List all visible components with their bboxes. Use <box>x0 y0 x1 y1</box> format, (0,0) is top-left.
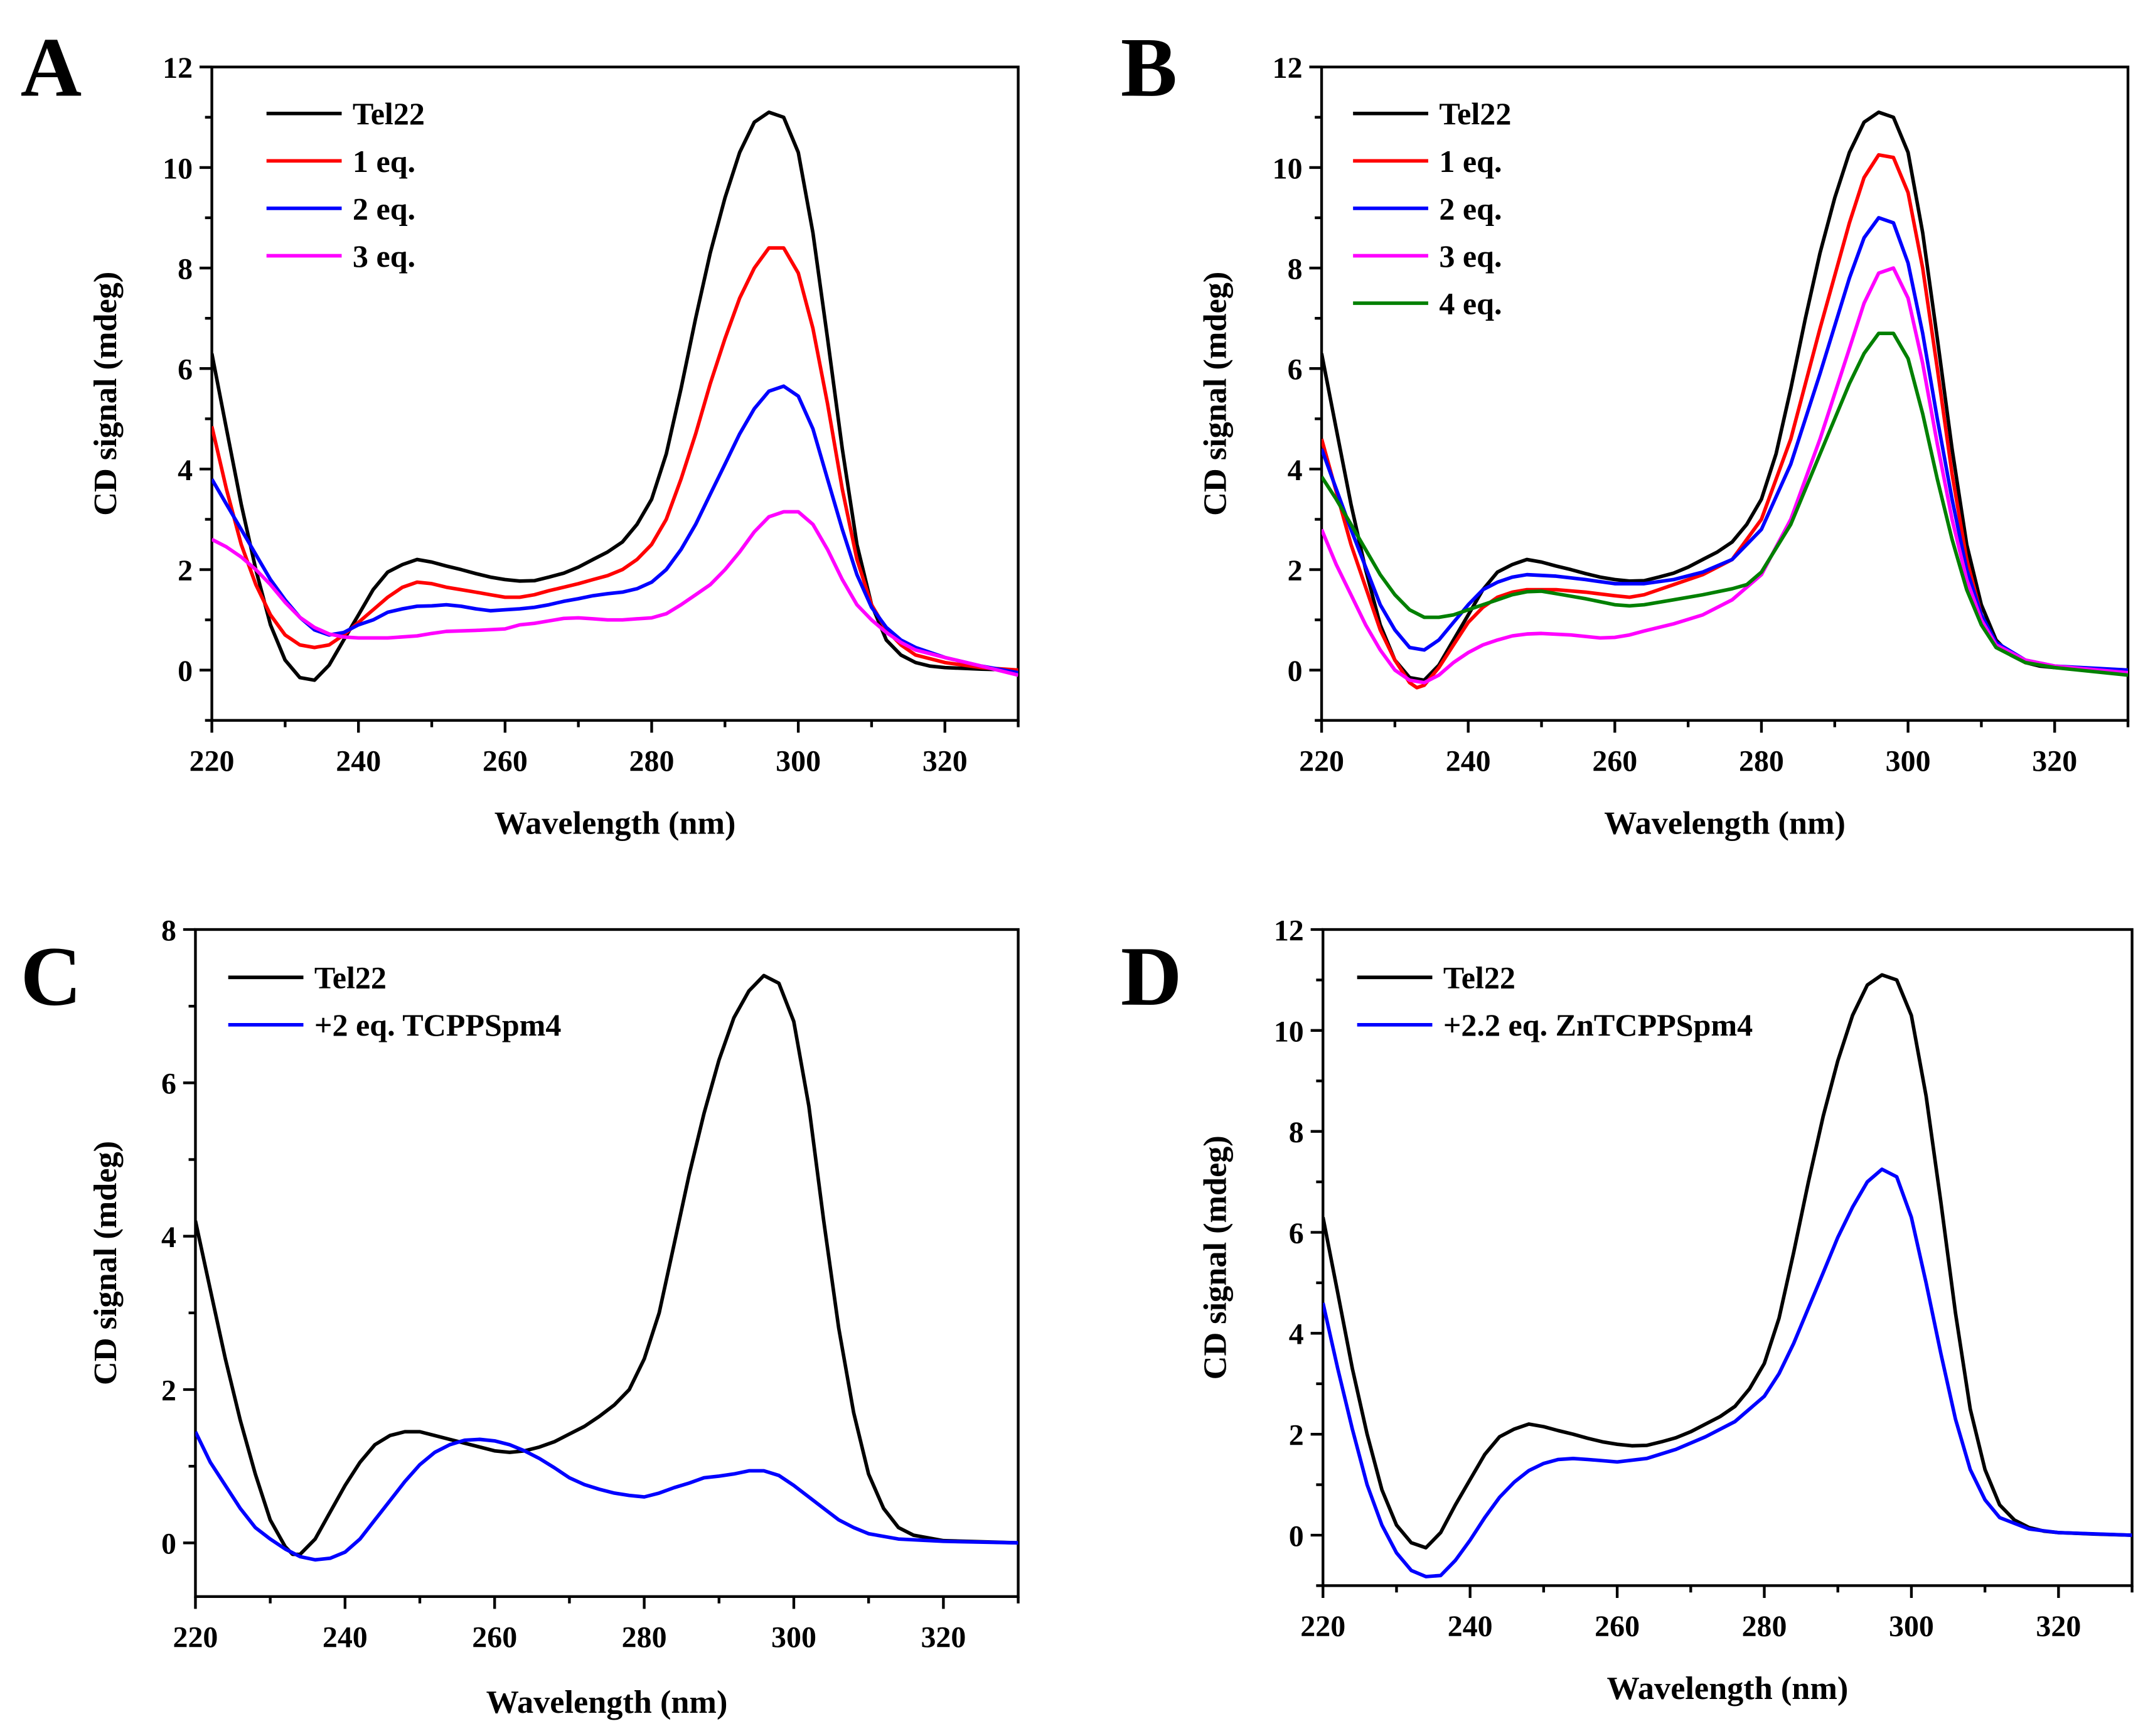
y-tick-label: 10 <box>163 152 193 185</box>
legend-label: +2.2 eq. ZnTCPPSpm4 <box>1443 1007 1753 1042</box>
series-line-1-eq <box>1322 153 2129 690</box>
y-axis-label: CD signal (mdeg) <box>1197 1135 1234 1380</box>
y-axis-label: CD signal (mdeg) <box>87 1141 124 1385</box>
series-line-2-eq-tcppspm4 <box>195 1430 1018 1562</box>
x-tick-label: 320 <box>2036 1610 2081 1643</box>
x-tick-label: 280 <box>1742 1610 1787 1643</box>
series-line-2-2-eq-zntcppspm4 <box>1323 1167 2132 1578</box>
x-tick-label: 320 <box>922 744 968 778</box>
panel-label: C <box>21 930 82 1024</box>
y-tick-label: 10 <box>1274 1015 1304 1048</box>
x-tick-label: 240 <box>1448 1610 1493 1643</box>
panel-a: A 220 240 260 280 300 320 0 2 4 6 8 10 12 Wavelength (… <box>21 21 1020 842</box>
series-line-tel22 <box>195 973 1018 1557</box>
panel-b: B 220 240 260 280 300 320 0 2 4 6 8 10 12 Wavelength (… <box>1121 21 2130 842</box>
x-axis-label: Wavelength (nm) <box>494 805 736 842</box>
x-tick-label: 240 <box>336 744 381 778</box>
legend-label: 4 eq. <box>1439 286 1502 321</box>
y-tick-label: 4 <box>178 454 193 487</box>
x-tick-label: 280 <box>1739 744 1784 778</box>
series-line-2-eq <box>1322 216 2129 672</box>
x-tick-label: 320 <box>2032 744 2077 778</box>
y-tick-label: 2 <box>161 1374 176 1407</box>
y-tick-label: 12 <box>1274 914 1304 947</box>
series-line-3-eq <box>1322 266 2129 685</box>
x-tick-label: 240 <box>323 1621 368 1654</box>
plot-frame <box>1320 65 2130 722</box>
legend-label: Tel22 <box>353 96 425 131</box>
y-tick-label: 8 <box>161 914 176 947</box>
y-tick-label: 4 <box>1288 454 1303 487</box>
y-tick-label: 4 <box>161 1221 176 1254</box>
x-tick-label: 220 <box>1300 1610 1345 1643</box>
series-line-4-eq <box>1322 331 2129 677</box>
x-tick-label: 280 <box>629 744 675 778</box>
plot-frame <box>210 65 1020 722</box>
y-tick-label: 10 <box>1273 152 1303 185</box>
y-tick-label: 2 <box>1288 554 1303 587</box>
y-tick-label: 4 <box>1289 1318 1304 1351</box>
x-tick-label: 260 <box>1595 1610 1640 1643</box>
legend-label: 1 eq. <box>353 144 415 179</box>
y-tick-label: 8 <box>1289 1116 1304 1149</box>
y-tick-label: 6 <box>178 353 193 387</box>
x-tick-label: 220 <box>173 1621 218 1654</box>
panel-label: B <box>1121 21 1177 114</box>
y-tick-label: 8 <box>178 252 193 286</box>
y-tick-label: 0 <box>1288 655 1303 688</box>
y-tick-label: 12 <box>163 51 193 85</box>
legend-label: 1 eq. <box>1439 144 1502 179</box>
x-tick-label: 240 <box>1446 744 1491 778</box>
legend-label: +2 eq. TCPPSpm4 <box>314 1007 562 1042</box>
legend-label: Tel22 <box>1443 960 1515 995</box>
plot-frame <box>1322 928 2134 1587</box>
y-tick-label: 2 <box>178 554 193 587</box>
x-tick-label: 260 <box>483 744 528 778</box>
y-tick-label: 12 <box>1273 51 1303 85</box>
panel-c: C 220 240 260 280 300 320 0 2 4 6 8 Wavelength (nm) C… <box>21 914 1020 1720</box>
y-tick-label: 6 <box>1289 1217 1304 1250</box>
series-line-2-eq <box>211 384 1018 675</box>
legend-label: Tel22 <box>1439 96 1511 131</box>
panel-label: A <box>21 21 82 114</box>
x-tick-label: 320 <box>921 1621 966 1654</box>
legend-label: Tel22 <box>314 960 387 995</box>
x-tick-label: 300 <box>1889 1610 1934 1643</box>
series-line-1-eq <box>211 246 1018 672</box>
y-tick-label: 6 <box>161 1068 176 1101</box>
x-tick-label: 260 <box>1592 744 1637 778</box>
x-axis-label: Wavelength (nm) <box>486 1684 728 1720</box>
y-tick-label: 8 <box>1288 252 1303 286</box>
legend-label: 3 eq. <box>1439 238 1502 274</box>
x-tick-label: 220 <box>190 744 235 778</box>
series-line-tel22 <box>1323 973 2132 1550</box>
y-tick-label: 0 <box>1289 1519 1304 1553</box>
y-tick-label: 0 <box>161 1528 176 1561</box>
x-tick-label: 300 <box>771 1621 816 1654</box>
legend-label: 2 eq. <box>1439 191 1502 226</box>
legend-label: 2 eq. <box>353 191 415 226</box>
series-line-tel22 <box>1322 110 2129 682</box>
panel-label: D <box>1121 930 1182 1024</box>
x-axis-label: Wavelength (nm) <box>1607 1670 1849 1707</box>
legend-label: 3 eq. <box>353 238 415 274</box>
y-axis-label: CD signal (mdeg) <box>87 272 124 516</box>
panel-d: D 220 240 260 280 300 320 0 2 4 6 8 10 12 Wavelength (… <box>1121 914 2134 1707</box>
x-tick-label: 220 <box>1299 744 1344 778</box>
x-tick-label: 280 <box>622 1621 667 1654</box>
y-tick-label: 0 <box>178 655 193 688</box>
plot-frame <box>194 928 1020 1599</box>
x-tick-label: 260 <box>472 1621 517 1654</box>
series-line-tel22 <box>211 110 1018 682</box>
x-axis-label: Wavelength (nm) <box>1604 805 1846 842</box>
x-tick-label: 300 <box>776 744 821 778</box>
x-tick-label: 300 <box>1886 744 1931 778</box>
y-axis-label: CD signal (mdeg) <box>1197 272 1234 516</box>
y-tick-label: 6 <box>1288 353 1303 387</box>
series-line-3-eq <box>211 510 1018 677</box>
y-tick-label: 2 <box>1289 1419 1304 1452</box>
